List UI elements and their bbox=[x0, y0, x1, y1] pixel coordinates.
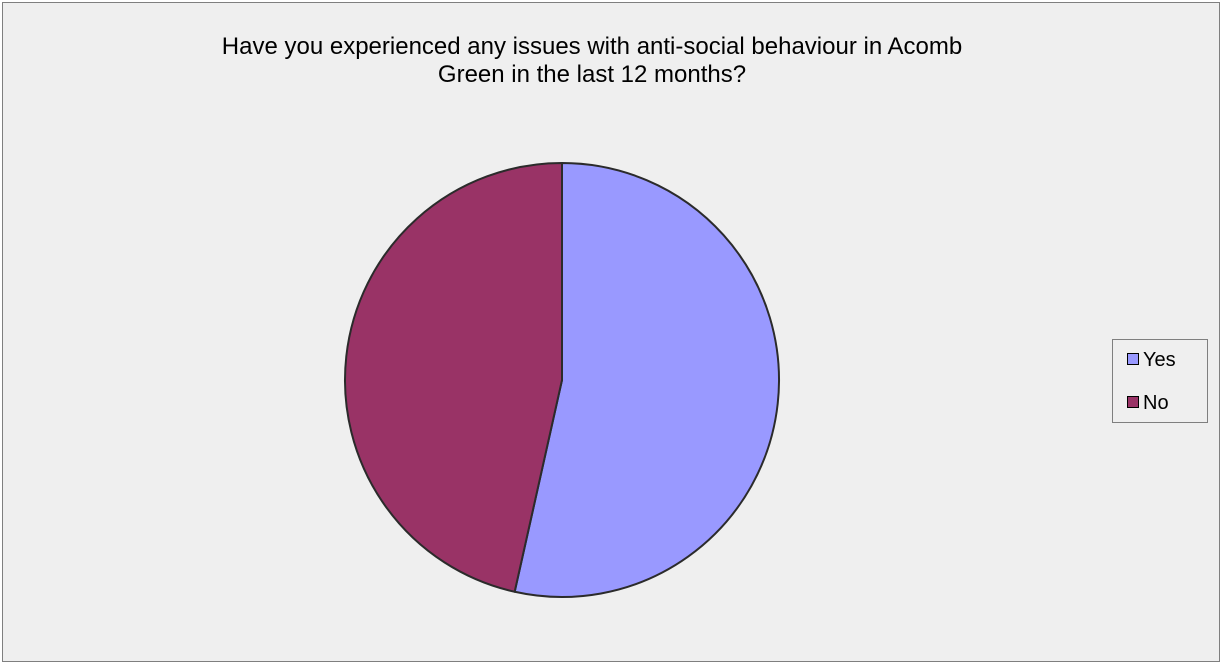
pie-slice-yes bbox=[513, 162, 780, 598]
legend-label-yes: Yes bbox=[1143, 349, 1176, 371]
legend-swatch-no bbox=[1127, 395, 1139, 408]
chart-legend: Yes No bbox=[1112, 339, 1208, 423]
pie-slice-no bbox=[344, 162, 563, 593]
chart-title-line-1: Have you experienced any issues with ant… bbox=[221, 33, 963, 60]
chart-title-line-2: Green in the last 12 months? bbox=[437, 61, 747, 88]
legend-item-yes: Yes bbox=[1127, 348, 1176, 372]
legend-item-no: No bbox=[1127, 391, 1169, 415]
legend-label-no: No bbox=[1143, 392, 1169, 414]
chart-title: Have you experienced any issues with ant… bbox=[0, 33, 1184, 89]
legend-swatch-yes bbox=[1127, 352, 1139, 365]
